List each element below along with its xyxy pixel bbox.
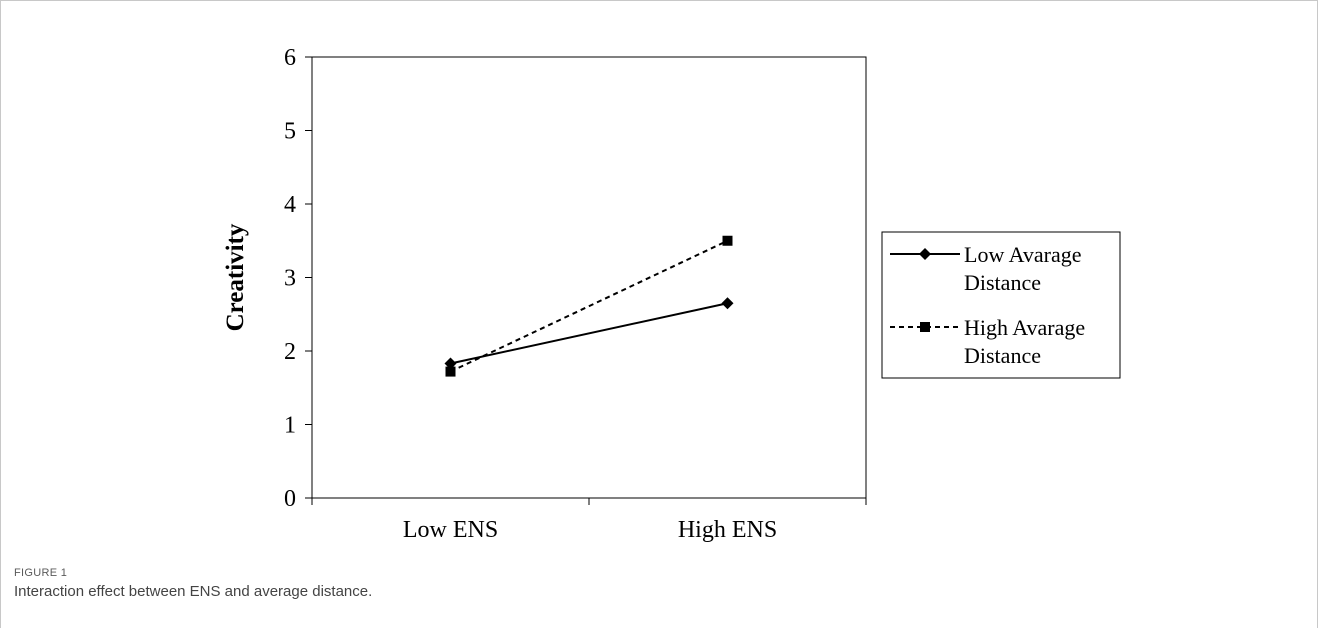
- y-tick-label: 5: [284, 119, 296, 145]
- legend: Low Avarage Distance High Avarage Distance: [881, 231, 1121, 379]
- series-line: [450, 239, 728, 373]
- legend-label: High Avarage: [964, 315, 1085, 340]
- figure-caption: Interaction effect between ENS and avera…: [14, 583, 373, 600]
- legend-label: Distance: [964, 343, 1041, 368]
- plot-border: [311, 56, 867, 499]
- x-tick-label: High ENS: [678, 517, 777, 543]
- y-tick-label: 0: [284, 486, 296, 512]
- square-marker: [722, 235, 733, 246]
- x-axis: Low ENS High ENS: [311, 498, 867, 543]
- series-line: [450, 302, 728, 365]
- legend-entry: High Avarage Distance: [890, 315, 1085, 368]
- x-tick-label: Low ENS: [403, 517, 498, 543]
- y-tick-label: 6: [284, 45, 296, 71]
- series-high-avarage-distance: [445, 235, 733, 377]
- interaction-line-chart: 0 1 2 3 4 5 6 Low ENS High ENS Creativity Low A…: [222, 45, 1121, 543]
- legend-square-marker: [920, 322, 930, 332]
- square-marker: [445, 366, 456, 377]
- y-axis: 0 1 2 3 4 5 6: [284, 45, 312, 512]
- y-tick-label: 4: [284, 192, 296, 218]
- y-axis-label: Creativity: [222, 223, 249, 331]
- y-tick-label: 3: [284, 266, 296, 292]
- figure-label: FIGURE 1: [14, 567, 68, 579]
- legend-label: Distance: [964, 270, 1041, 295]
- y-tick-label: 1: [284, 413, 296, 439]
- legend-label: Low Avarage: [964, 242, 1082, 267]
- diamond-marker: [444, 357, 457, 370]
- y-tick-label: 2: [284, 339, 296, 365]
- series-low-avarage-distance: [444, 297, 734, 370]
- diamond-marker: [721, 297, 734, 310]
- legend-entry: Low Avarage Distance: [890, 242, 1082, 295]
- plot-area: [311, 56, 867, 499]
- legend-diamond-marker: [919, 248, 931, 260]
- series-group: [444, 235, 734, 377]
